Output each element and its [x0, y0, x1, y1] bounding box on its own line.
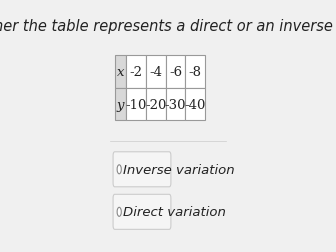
FancyBboxPatch shape: [166, 89, 185, 121]
Text: x: x: [117, 66, 124, 79]
FancyBboxPatch shape: [115, 56, 126, 89]
Circle shape: [117, 165, 121, 174]
FancyBboxPatch shape: [185, 89, 205, 121]
Text: -30: -30: [165, 98, 186, 111]
Circle shape: [117, 207, 121, 216]
Text: -10: -10: [126, 98, 147, 111]
FancyBboxPatch shape: [113, 195, 171, 229]
Text: Inverse variation: Inverse variation: [124, 163, 235, 176]
FancyBboxPatch shape: [146, 56, 166, 89]
Text: -2: -2: [130, 66, 143, 79]
FancyBboxPatch shape: [126, 89, 146, 121]
FancyBboxPatch shape: [115, 89, 126, 121]
FancyBboxPatch shape: [113, 152, 171, 187]
Text: -6: -6: [169, 66, 182, 79]
FancyBboxPatch shape: [126, 56, 146, 89]
FancyBboxPatch shape: [146, 89, 166, 121]
FancyBboxPatch shape: [166, 56, 185, 89]
Text: Tell whether the table represents a direct or an inverse variation.: Tell whether the table represents a dire…: [0, 19, 336, 34]
Text: -4: -4: [150, 66, 162, 79]
Text: -20: -20: [145, 98, 167, 111]
Text: y: y: [117, 98, 124, 111]
Text: Direct variation: Direct variation: [124, 206, 226, 218]
FancyBboxPatch shape: [185, 56, 205, 89]
Text: -8: -8: [189, 66, 202, 79]
Text: -40: -40: [184, 98, 206, 111]
